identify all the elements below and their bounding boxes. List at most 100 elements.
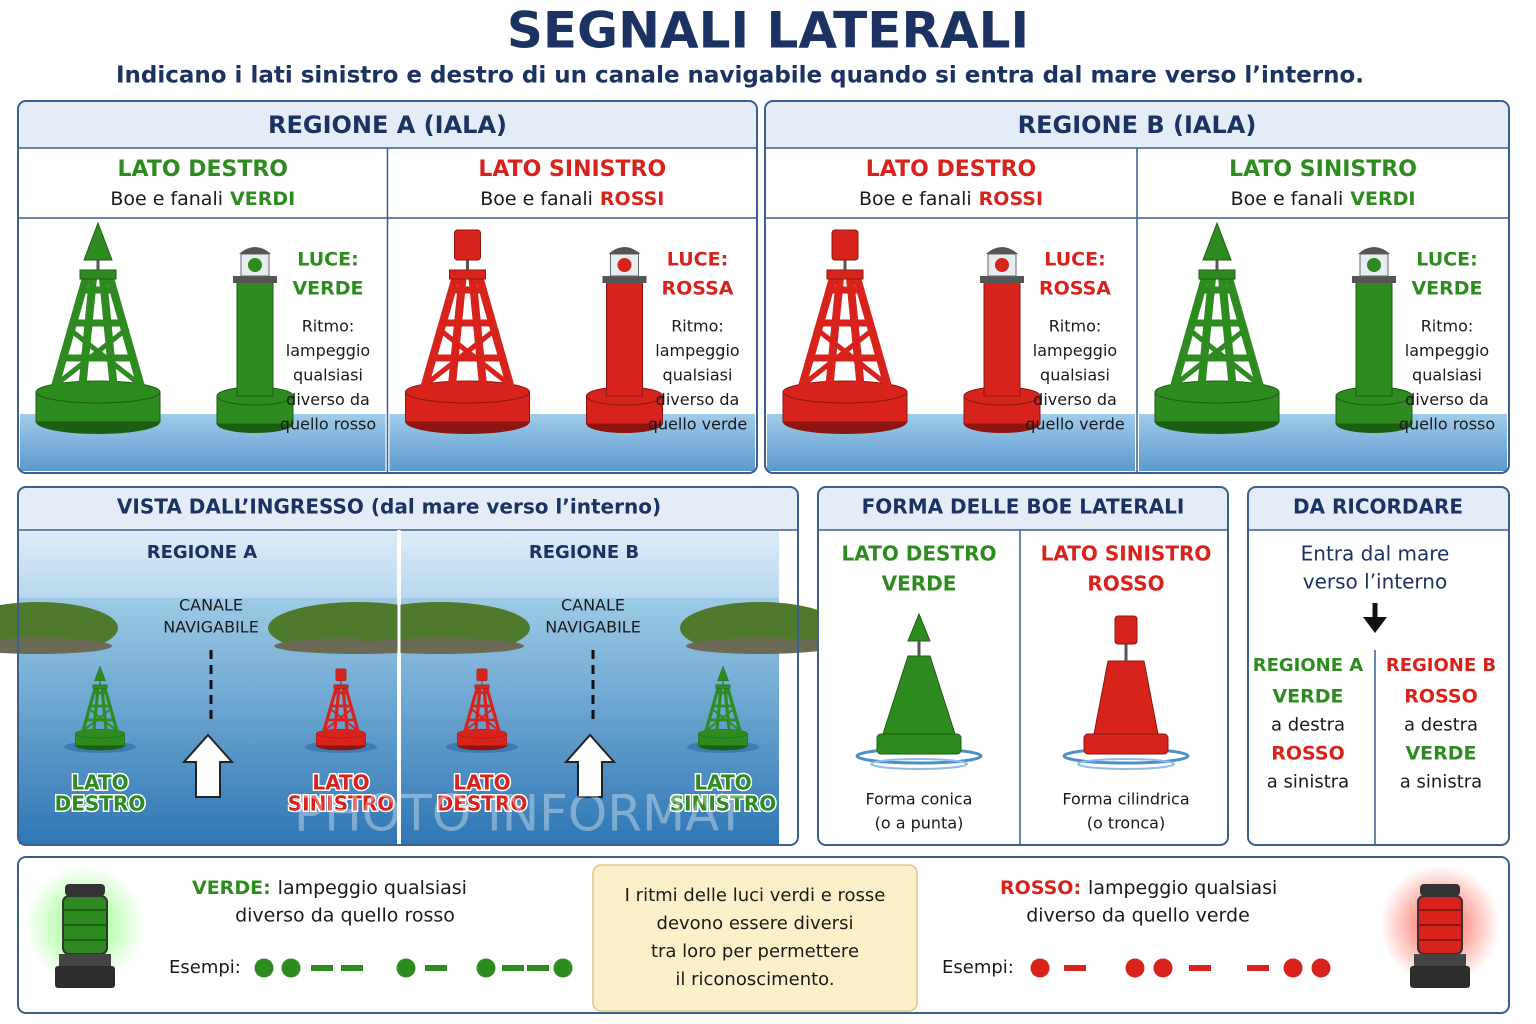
rhythm-flash [396,958,416,978]
rhythm-dash [311,965,333,971]
lantern-base [59,954,111,966]
lattice-leg [78,277,97,391]
rhythm-line: qualsiasi [1412,366,1482,385]
legend-color: ROSSO: [1000,877,1081,899]
rhythm-line: diverso da [286,390,370,409]
tower-gallery [233,276,277,283]
view-title: VISTA DALL’INGRESSO (dal mare verso l’in… [117,495,661,519]
down-arrow-head [1363,617,1387,633]
buoy-float-top [405,380,530,404]
lattice-platform [449,269,486,280]
topmark-cone [1202,221,1232,261]
light-label: LUCE: [1044,249,1105,271]
rhythm-line: diverso da [656,390,740,409]
view-region: REGIONE A [147,542,258,563]
tower-column [1355,279,1393,397]
side-label: DESTRO [437,792,528,816]
remember-region: REGIONE A [1253,655,1364,676]
examples-label: Esempi: [169,957,241,978]
lattice-leg [344,687,361,734]
light-label: LUCE: [297,249,358,271]
side-label: LATO [453,771,510,795]
lantern-foot [1410,966,1470,988]
panel-bg [818,487,1228,845]
lantern-roof [1358,247,1390,254]
panel-header-bg [765,101,1509,148]
buoy-float-top [315,728,367,739]
channel-label: NAVIGABILE [545,618,641,637]
lattice-platform [333,684,349,689]
rhythm-flash [254,958,274,978]
lattice-buoy [782,229,908,434]
legend-text: diverso da quello rosso [235,905,455,927]
mixed-label: Boe e fanali VERDI [1231,188,1416,210]
sky [401,531,779,601]
light-label: LUCE: [1416,249,1477,271]
light-label: LUCE: [667,249,728,271]
panel-header-bg [18,101,757,148]
mixed-label: Boe e fanali VERDI [110,188,295,210]
side-label: LATO [694,771,751,795]
lantern-roof [239,247,271,254]
rhythm-dash [1064,965,1086,971]
lattice-leg [715,687,723,733]
lattice-leg [99,277,118,391]
lattice-buoy [405,229,530,434]
lattice-brace [56,326,130,385]
rhythm-line: Ritmo: [1421,317,1474,336]
lattice-leg [723,687,731,733]
buoy-float-top [697,728,749,739]
remember-line: a sinistra [1400,772,1482,793]
shape-caption: (o tronca) [1087,814,1165,833]
remember-intro: verso l’interno [1303,570,1447,594]
lattice-leg [80,687,97,734]
island-shadow [356,638,524,654]
rhythm-dash [1247,965,1269,971]
entry-arrow [563,733,617,798]
shape-caption: Forma conica [866,790,973,809]
light-name: VERDE [292,278,363,300]
rhythm-line: lampeggio [655,341,739,360]
shape-base [876,733,962,755]
rhythm-flash [1125,958,1145,978]
lattice-platform [79,269,117,280]
lantern-foot [55,966,115,988]
shape-heading: VERDE [882,572,957,596]
label-part: Boe e fanali [110,188,223,210]
color-word: VERDI [230,188,295,210]
buoy-float-top [1154,380,1280,404]
lantern-cap [65,884,105,896]
lattice-platform [826,269,864,280]
mixed-label: VERDE: lampeggio qualsiasi [192,877,467,899]
lattice-leg [341,687,349,733]
rhythm-line: quello rosso [1399,415,1495,434]
shape-caption: (o a punta) [875,814,964,833]
rhythm-dash [502,965,524,971]
panel-border [764,100,1510,474]
legend-text: lampeggio qualsiasi [1088,877,1277,899]
topmark-cone [717,665,729,681]
color-word: VERDI [1350,188,1415,210]
rhythm-flash [1311,958,1331,978]
lattice-leg [846,277,865,391]
shape-body [1093,660,1159,735]
ripple [870,758,968,770]
tower-column [606,279,643,397]
lattice-buoy [697,665,749,751]
lattice-platform [92,684,108,689]
page-subtitle: Indicano i lati sinistro e destro di un … [116,63,1364,89]
rhythm-dash [425,965,447,971]
lattice-buoy [456,668,508,751]
topmark-can [335,668,347,681]
rhythm-dash [1189,965,1211,971]
shape-caption: Forma cilindrica [1062,790,1189,809]
topmark-can [454,229,481,261]
rhythm-line: diverso da [1405,390,1489,409]
rhythm-line: lampeggio [286,341,370,360]
examples-label: Esempi: [942,957,1014,978]
lattice-brace [803,326,877,385]
lattice-leg [1225,276,1265,392]
tower-gallery [1352,276,1396,283]
note-line: tra loro per permettere [651,941,859,962]
buoy-float-top [456,728,508,739]
